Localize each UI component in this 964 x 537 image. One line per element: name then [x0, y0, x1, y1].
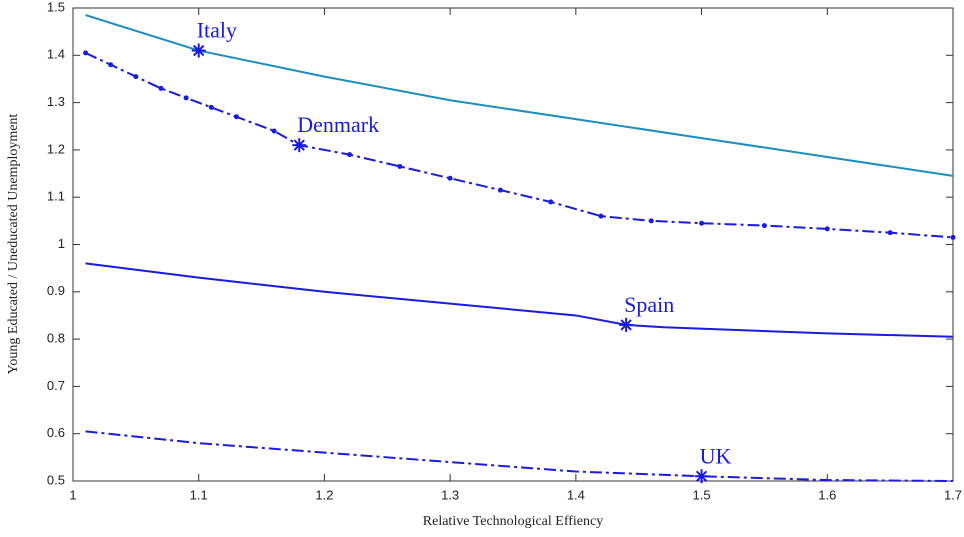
x-tick-label: 1.6 [818, 487, 836, 502]
y-tick-label: 0.7 [47, 378, 65, 393]
x-tick-label: 1.4 [567, 487, 585, 502]
y-tick-label: 0.9 [47, 283, 65, 298]
y-tick-label: 1.3 [47, 94, 65, 109]
y-tick-label: 0.5 [47, 472, 65, 487]
x-tick-label: 1.1 [190, 487, 208, 502]
annotation-label: Denmark [297, 112, 379, 137]
series-point [699, 220, 705, 226]
series-point [761, 223, 767, 229]
y-tick-label: 1 [58, 236, 65, 251]
y-tick-label: 1.2 [47, 141, 65, 156]
annotation-marker [191, 43, 206, 58]
star-stroke [193, 44, 205, 57]
series-point [347, 152, 353, 158]
x-tick-label: 1 [69, 487, 76, 502]
x-tick-label: 1.5 [693, 487, 711, 502]
series-point [108, 62, 114, 68]
series-point [397, 163, 403, 169]
series-line [85, 262, 954, 338]
series-point [950, 234, 956, 240]
annotation-marker [619, 317, 634, 332]
series-point [497, 187, 503, 193]
y-tick-label: 0.8 [47, 331, 65, 346]
series-point [83, 50, 89, 56]
annotation-label: Spain [624, 292, 674, 317]
y-axis-label: Young Educated / Uneducated Unemployment [6, 114, 21, 375]
annotation-marker [694, 469, 709, 484]
x-axis-label: Relative Technological Effiency [423, 514, 603, 529]
series-line [85, 52, 954, 239]
series-point [183, 95, 189, 101]
star-stroke [695, 470, 708, 482]
annotation-label: UK [700, 443, 732, 468]
series-point [158, 85, 164, 91]
series-point [648, 218, 654, 224]
annotation-marker [292, 138, 307, 153]
x-tick-label: 1.3 [441, 487, 459, 502]
series-point [271, 128, 277, 134]
y-tick-label: 1.4 [47, 47, 65, 62]
series-line [85, 14, 954, 177]
series-point [233, 114, 239, 120]
series-point [447, 175, 453, 181]
series-point [133, 74, 139, 80]
series-line [85, 430, 954, 482]
plot-frame [72, 7, 954, 482]
series-point [208, 104, 214, 110]
annotation-label: Italy [197, 18, 237, 43]
y-tick-label: 1.5 [47, 0, 65, 14]
series-point [824, 226, 830, 232]
series-point [548, 199, 554, 205]
x-tick-label: 1.7 [944, 487, 962, 502]
y-tick-label: 0.6 [47, 425, 65, 440]
star-stroke [620, 319, 632, 331]
series-point [598, 213, 604, 219]
y-tick-label: 1.1 [47, 189, 65, 204]
star-stroke [293, 139, 305, 151]
series-point [887, 230, 893, 236]
x-tick-label: 1.2 [315, 487, 333, 502]
